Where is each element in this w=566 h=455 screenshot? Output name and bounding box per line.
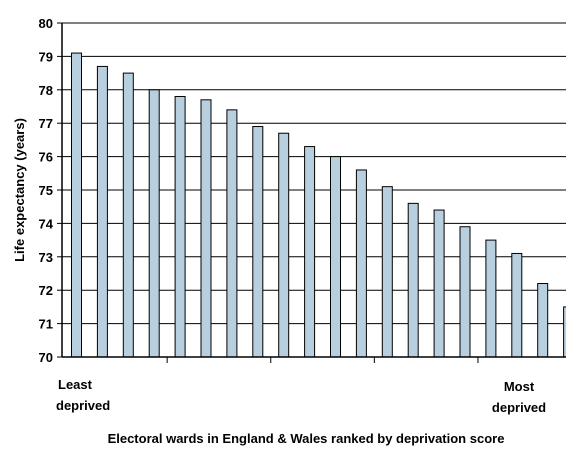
bar bbox=[123, 73, 133, 357]
y-tick-label: 77 bbox=[39, 116, 53, 131]
bar bbox=[408, 203, 418, 357]
bar bbox=[253, 127, 263, 357]
bar bbox=[486, 240, 496, 357]
y-tick-label: 72 bbox=[39, 283, 53, 298]
y-tick-label: 73 bbox=[39, 250, 53, 265]
y-tick-label: 78 bbox=[39, 83, 53, 98]
bar bbox=[201, 100, 211, 357]
bar bbox=[97, 66, 107, 357]
most-deprived-label: deprived bbox=[492, 400, 546, 415]
bar bbox=[279, 133, 289, 357]
bar bbox=[382, 187, 392, 357]
bar bbox=[356, 170, 366, 357]
bar bbox=[227, 110, 237, 357]
bar bbox=[305, 147, 315, 357]
y-tick-label: 74 bbox=[39, 216, 54, 231]
y-tick-label: 70 bbox=[39, 350, 53, 365]
y-tick-label: 80 bbox=[39, 16, 53, 31]
bar bbox=[331, 157, 341, 357]
most-deprived-label: Most bbox=[504, 379, 535, 394]
bar bbox=[460, 227, 470, 357]
y-tick-label: 75 bbox=[39, 183, 53, 198]
bar bbox=[149, 90, 159, 357]
bar bbox=[512, 253, 522, 357]
bar bbox=[72, 53, 82, 357]
y-tick-label: 71 bbox=[39, 317, 53, 332]
bar bbox=[538, 284, 548, 357]
least-deprived-label: deprived bbox=[56, 398, 110, 413]
least-deprived-label: Least bbox=[58, 377, 93, 392]
y-tick-label: 79 bbox=[39, 49, 53, 64]
x-axis-title: Electoral wards in England & Wales ranke… bbox=[108, 431, 505, 446]
bar bbox=[434, 210, 444, 357]
y-tick-label: 76 bbox=[39, 150, 53, 165]
bars bbox=[72, 53, 566, 357]
y-axis-title: Life expectancy (years) bbox=[12, 118, 27, 262]
bar bbox=[175, 96, 185, 357]
